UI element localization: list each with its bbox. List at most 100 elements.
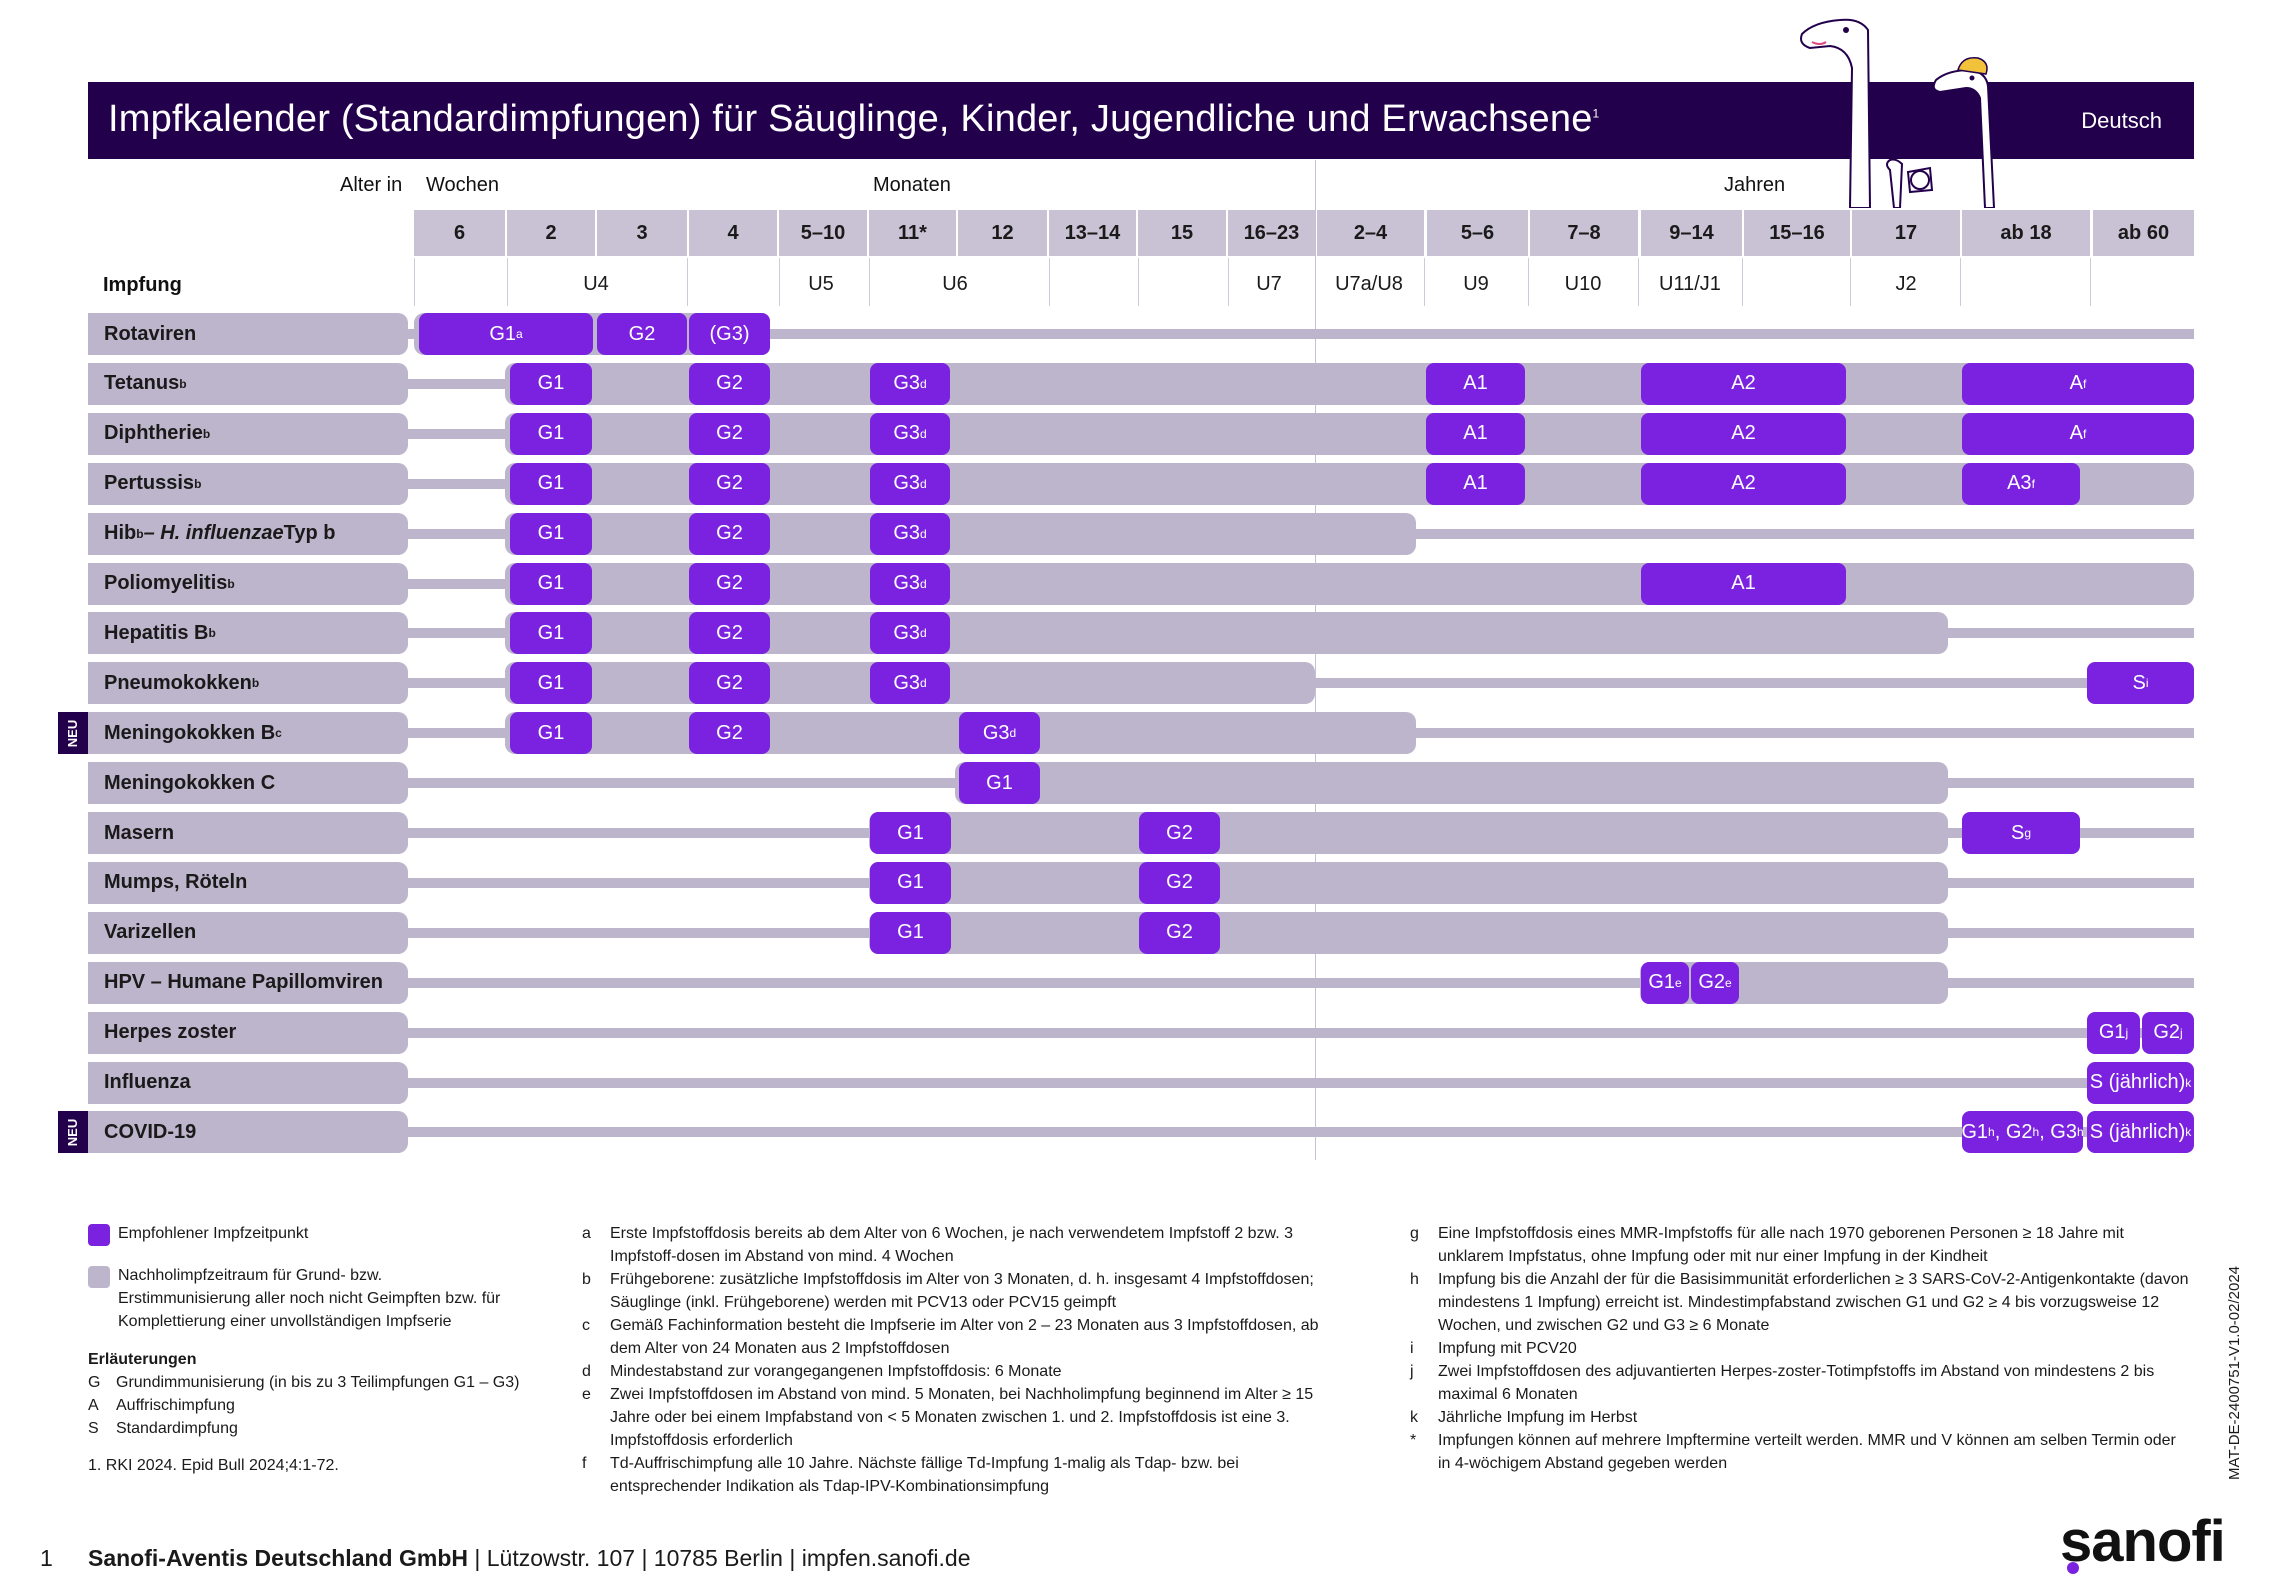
hepb-pill-text-2: G3 — [893, 621, 920, 644]
pert-pill-4[interactable]: A2 — [1641, 462, 1846, 505]
covid-pill-s-text: S (jährlich) — [2089, 1120, 2186, 1143]
footnotes_left-key-1: b — [582, 1271, 591, 1288]
age-cell-0: 6 — [414, 210, 505, 256]
menb-pill-1[interactable]: G2 — [689, 712, 770, 755]
tetanus-pill-0[interactable]: G1 — [510, 362, 592, 405]
separator-2 — [687, 258, 688, 306]
hepb-pill-text-1: G2 — [716, 621, 743, 644]
age-cell-14: 15–16 — [1744, 210, 1850, 256]
covid-pill-g1-g3[interactable]: G1 h, G2 h, G3 h — [1961, 1111, 2084, 1154]
vari-pill-text-1: G2 — [1166, 921, 1193, 944]
tetanus-pill-text-1: G2 — [716, 372, 743, 395]
hepb-pill-1[interactable]: G2 — [689, 612, 770, 655]
pert-pill-0[interactable]: G1 — [510, 462, 592, 505]
tetanus-pill-2[interactable]: G3 d — [870, 362, 950, 405]
footnotes_left-key-2: c — [582, 1317, 590, 1334]
influenza-pill-0[interactable]: S (jährlich) k — [2087, 1061, 2194, 1104]
hpv-pill-text-0: G1 — [1648, 971, 1675, 994]
separator-3 — [779, 258, 780, 306]
language-label[interactable]: Deutsch — [2081, 108, 2162, 133]
separator-14 — [1960, 258, 1961, 306]
pert-pill-text-5: A3 — [2007, 472, 2032, 495]
pert-pill-text-0: G1 — [537, 472, 565, 495]
herpes-pill-0[interactable]: G1 j — [2087, 1011, 2140, 1054]
mumps-pill-0[interactable]: G1 — [870, 861, 951, 904]
footnotes_left-text-2: Gemäß Fachinformation besteht die Impfse… — [610, 1317, 1319, 1357]
footnotes_right-text-3: Zwei Impfstoffdosen des adjuvantierten H… — [1438, 1363, 2155, 1403]
age-cell-7: 13–14 — [1049, 210, 1136, 256]
alter-in-label: Alter in — [340, 174, 403, 196]
footnotes_left-text-1: Frühgeborene: zusätzliche Impfstoffdosis… — [610, 1271, 1314, 1311]
separator-10 — [1528, 258, 1529, 306]
polio-pill-1[interactable]: G2 — [689, 562, 770, 605]
diph-pill-4[interactable]: A2 — [1641, 412, 1846, 455]
pert-pill-2[interactable]: G3 d — [870, 462, 950, 505]
logo-dot — [2067, 1562, 2079, 1574]
pert-pill-1[interactable]: G2 — [689, 462, 770, 505]
hib-label-text: Hib — [104, 522, 137, 545]
vari-pill-0[interactable]: G1 — [870, 911, 951, 954]
hib-pill-0[interactable]: G1 — [510, 512, 592, 555]
diph-pill-text-1: G2 — [716, 422, 743, 445]
pneumo-pill-1[interactable]: G2 — [689, 662, 770, 705]
diph-pill-2[interactable]: G3 d — [870, 412, 950, 455]
hpv-label-text: HPV – Humane Papillomviren — [104, 971, 383, 994]
explanation-text-0: Grundimmunisierung (in bis zu 3 Teilimpf… — [116, 1374, 520, 1391]
diph-pill-1[interactable]: G2 — [689, 412, 770, 455]
hepb-pill-2[interactable]: G3 d — [870, 612, 950, 655]
hib-pill-1[interactable]: G2 — [689, 512, 770, 555]
title-text: Impfkalender (Standardimpfungen) für Säu… — [108, 98, 1593, 140]
tetanus-pill-4[interactable]: A2 — [1641, 362, 1846, 405]
menb-pill-2[interactable]: G3 d — [959, 712, 1040, 755]
hib-pill-text-2: G3 — [893, 522, 920, 545]
pneumo-pill-0[interactable]: G1 — [510, 662, 592, 705]
influenza-timeline — [408, 1077, 2194, 1088]
hib-pill-2[interactable]: G3 d — [870, 512, 950, 555]
tetanus-pill-3[interactable]: A1 — [1426, 362, 1525, 405]
pneumo-pill-2[interactable]: G3 d — [870, 662, 950, 705]
masern-pill-0[interactable]: G1 — [870, 812, 951, 854]
menc-pill-0[interactable]: G1 — [959, 762, 1040, 805]
polio-pill-3[interactable]: A1 — [1641, 562, 1846, 605]
rota-pill-1[interactable]: G2 — [597, 313, 687, 355]
legend: Empfohlener Impfzeitpunkt Nachholimpfzei… — [88, 1222, 528, 1477]
footer-address[interactable]: | Lützowstr. 107 | 10785 Berlin | impfen… — [467, 1545, 971, 1571]
vari-pill-1[interactable]: G2 — [1139, 911, 1220, 954]
rota-pill-0[interactable]: G1 a — [419, 313, 593, 355]
footnotes_right-key-0: g — [1410, 1225, 1419, 1242]
age-cell-11: 5–6 — [1427, 210, 1528, 256]
diph-pill-3[interactable]: A1 — [1426, 412, 1525, 455]
polio-pill-2[interactable]: G3 d — [870, 562, 950, 605]
pert-pill-5[interactable]: A3 f — [1962, 462, 2080, 505]
polio-pill-0[interactable]: G1 — [510, 562, 592, 605]
footnotes_right-text-5: Impfungen können auf mehrere Impftermine… — [1438, 1432, 2176, 1472]
covid-pill-s[interactable]: S (jährlich) k — [2087, 1111, 2194, 1154]
separator-7 — [1228, 258, 1229, 306]
menb-pill-text-2: G3 — [982, 721, 1010, 744]
tetanus-pill-1[interactable]: G2 — [689, 362, 770, 405]
pert-pill-3[interactable]: A1 — [1426, 462, 1525, 505]
logo-text: sanofi — [2060, 1509, 2226, 1574]
masern-pill-1[interactable]: G2 — [1139, 812, 1220, 854]
menc-pill-text-0: G1 — [986, 771, 1013, 794]
hpv-pill-0[interactable]: G1 e — [1641, 961, 1689, 1004]
pert-row-label: Pertussis b — [88, 462, 408, 505]
pneumo-pill-text-1: G2 — [716, 671, 743, 694]
hepb-pill-0[interactable]: G1 — [510, 612, 592, 655]
hepb-label-text: Hepatitis B — [104, 621, 209, 644]
explanation-0: G Grundimmunisierung (in bis zu 3 Teilimp… — [88, 1371, 528, 1394]
mumps-pill-1[interactable]: G2 — [1139, 861, 1220, 904]
menb-pill-0[interactable]: G1 — [510, 712, 592, 755]
checkup-5: U9 — [1463, 272, 1489, 295]
diph-pill-0[interactable]: G1 — [510, 412, 592, 455]
hpv-pill-1[interactable]: G2 e — [1691, 961, 1739, 1004]
footnotes_right-text-4: Jährliche Impfung im Herbst — [1438, 1409, 1638, 1426]
checkup-1: U5 — [808, 272, 834, 295]
herpes-pill-1[interactable]: G2 j — [2142, 1011, 2194, 1054]
jahren-label: Jahren — [1724, 174, 1786, 196]
rota-pill-2[interactable]: (G3) — [689, 313, 770, 355]
